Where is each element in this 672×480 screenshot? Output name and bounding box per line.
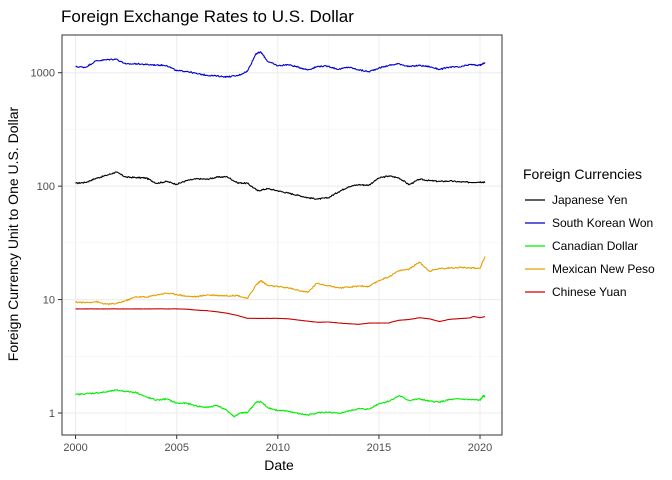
legend-label: Mexican New Peso bbox=[552, 262, 655, 276]
legend-label: Japanese Yen bbox=[552, 193, 627, 207]
legend-item: Canadian Dollar bbox=[525, 239, 638, 253]
legend-item: South Korean Won bbox=[525, 216, 653, 230]
panel-border bbox=[61, 34, 503, 436]
series-line-mexican-new-peso bbox=[75, 256, 486, 306]
legend-items: Japanese Yen South Korean Won Canadian Dol… bbox=[525, 193, 655, 299]
y-tick-label: 1000 bbox=[31, 68, 55, 80]
x-tick-label: 2020 bbox=[468, 442, 492, 454]
legend-label: Canadian Dollar bbox=[552, 239, 638, 253]
y-axis-title: Foreign Currency Unit to One U.S. Dollar bbox=[5, 106, 21, 361]
legend-item: Chinese Yuan bbox=[525, 285, 627, 299]
legend-item: Japanese Yen bbox=[525, 193, 627, 207]
x-tick-label: 2010 bbox=[266, 442, 290, 454]
x-tick-label: 2015 bbox=[367, 442, 391, 454]
x-tick-label: 2000 bbox=[63, 442, 87, 454]
series-lines bbox=[75, 51, 486, 418]
legend-item: Mexican New Peso bbox=[525, 262, 655, 276]
y-tick-label: 1 bbox=[49, 408, 55, 420]
series-line-canadian-dollar bbox=[75, 389, 486, 418]
x-axis-title: Date bbox=[264, 457, 294, 473]
series-line-chinese-yuan bbox=[75, 308, 486, 325]
grid-minor bbox=[62, 35, 502, 435]
y-tick-label: 100 bbox=[37, 181, 55, 193]
x-tick-label: 2005 bbox=[164, 442, 188, 454]
plot-panel bbox=[61, 34, 503, 436]
chart-title: Foreign Exchange Rates to U.S. Dollar bbox=[61, 7, 354, 26]
legend-title: Foreign Currencies bbox=[523, 166, 642, 182]
legend-label: Chinese Yuan bbox=[552, 285, 627, 299]
legend-label: South Korean Won bbox=[552, 216, 653, 230]
y-axis: 1 10 100 1000 bbox=[31, 68, 62, 420]
grid-major bbox=[62, 35, 502, 435]
y-tick-label: 10 bbox=[43, 295, 55, 307]
series-line-japanese-yen bbox=[75, 171, 486, 200]
legend: Foreign Currencies Japanese Yen South Kor… bbox=[523, 166, 655, 299]
series-line-south-korean-won bbox=[75, 51, 486, 78]
x-axis: 2000 2005 2010 2015 2020 bbox=[63, 435, 492, 454]
